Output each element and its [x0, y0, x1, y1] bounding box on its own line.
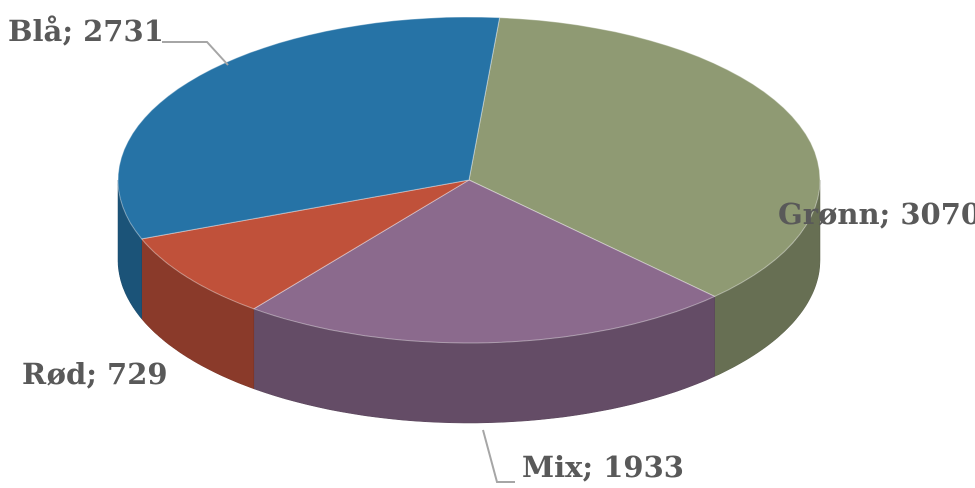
data-label: Rød; 729	[22, 357, 168, 391]
slice	[252, 179, 716, 344]
slice	[468, 17, 821, 297]
slice	[117, 16, 501, 240]
leader-line	[482, 429, 515, 483]
data-label: Mix; 1933	[522, 450, 684, 484]
data-label: Blå; 2731	[8, 14, 164, 48]
slice-side	[117, 180, 142, 320]
data-label: Grønn; 3070	[778, 197, 975, 231]
leader-line	[162, 41, 229, 66]
slice	[140, 179, 470, 310]
